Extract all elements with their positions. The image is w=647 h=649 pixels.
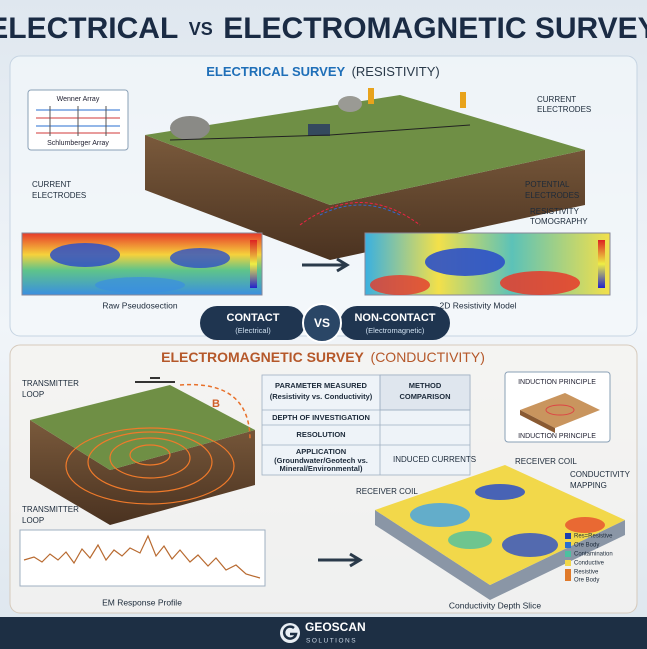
table-cell: (Groundwater/Geotech vs.	[274, 456, 368, 465]
brand: GEOSCAN	[305, 620, 366, 634]
slab-top	[375, 465, 625, 585]
table-cell: APPLICATION	[296, 447, 346, 456]
slab-side	[375, 510, 625, 600]
array-label: Schlumberger Array	[47, 140, 109, 147]
terrain-side	[145, 135, 585, 260]
legend-label: Conductive	[574, 561, 605, 567]
terrain-top	[145, 95, 585, 205]
electrical-title: ELECTRICAL SURVEY (RESISTIVITY)	[206, 64, 439, 79]
arrow	[302, 257, 350, 273]
induction-rings	[65, 427, 235, 505]
anomaly	[475, 484, 525, 500]
anomaly	[410, 503, 470, 527]
title-left: ELECTRICAL	[0, 12, 178, 45]
contact-pill	[340, 306, 450, 340]
panel-caption: Conductivity Depth Slice	[449, 600, 541, 610]
page-title: ELECTRICAL VS ELECTROMAGNETIC SURVEY	[0, 12, 647, 45]
drone	[135, 377, 175, 383]
inset-block	[520, 410, 555, 433]
callout: TOMOGRAPHY	[530, 217, 588, 226]
rock	[338, 96, 362, 112]
callout: ELECTRODES	[32, 191, 86, 200]
inset-ring	[545, 404, 575, 416]
profile-box	[19, 529, 266, 587]
callout: TRANSMITTER	[22, 505, 79, 514]
callout: RESISTIVITY	[530, 207, 580, 216]
logo-mark	[282, 625, 298, 640]
callout: POTENTIAL	[525, 180, 570, 189]
callout: TRANSMITTER	[22, 379, 79, 388]
callout: ELECTRODES	[537, 105, 591, 114]
legend-label: Res=Resistive	[574, 534, 613, 540]
anomaly	[448, 531, 492, 549]
comparison-table	[261, 374, 471, 476]
table-cell: (Resistivity vs. Conductivity)	[270, 392, 373, 401]
vs-badge	[302, 303, 342, 343]
em-title-main: ELECTROMAGNETIC SURVEY	[161, 349, 364, 365]
legend-label: Contamination	[574, 552, 613, 558]
callout: CONDUCTIVITY	[570, 470, 631, 479]
profile-curve	[23, 534, 261, 579]
non-contact-sub: (Electromagnetic)	[366, 326, 425, 335]
cable	[169, 124, 471, 141]
em-subtitle: (CONDUCTIVITY)	[371, 349, 485, 365]
panel-caption: 2D Resistivity Model	[440, 300, 517, 310]
callout: LOOP	[22, 390, 44, 399]
callout: RECEIVER COIL	[356, 487, 418, 496]
legend-label: Resistive	[574, 570, 599, 576]
panel-caption: EM Response Profile	[102, 597, 182, 607]
terrain-top	[30, 385, 255, 470]
workers	[368, 88, 466, 108]
resistivity-model	[364, 232, 611, 296]
inset-label: INDUCTION PRINCIPLE	[518, 433, 596, 440]
resistivity-meter	[308, 124, 330, 136]
footer	[0, 617, 647, 649]
em-title: ELECTROMAGNETIC SURVEY (CONDUCTIVITY)	[161, 349, 485, 365]
arrow	[318, 552, 363, 568]
table-cell: PARAMETER MEASURED	[275, 381, 368, 390]
non-contact-label: NON-CONTACT	[354, 312, 435, 324]
callout: MAPPING	[570, 481, 607, 490]
contact-label: CONTACT	[227, 312, 280, 324]
legend-label: Ore Body	[574, 543, 599, 549]
callout: RECEIVER COIL	[515, 457, 577, 466]
legend	[565, 533, 571, 581]
anomaly	[502, 533, 558, 557]
equipotential	[319, 204, 401, 216]
terrain-side	[30, 420, 255, 525]
current-path	[299, 202, 421, 226]
anomaly	[565, 517, 605, 533]
legend-label: Ore Body	[574, 578, 599, 584]
contact-sub: (Electrical)	[235, 326, 271, 335]
callout: INDUCED CURRENTS	[393, 455, 476, 464]
title-right: ELECTROMAGNETIC SURVEY	[223, 12, 647, 45]
table-cell: Mineral/Environmental)	[280, 464, 363, 473]
table-cell: DEPTH OF INVESTIGATION	[272, 413, 370, 422]
pseudosection	[21, 232, 263, 296]
panel-caption: Raw Pseudosection	[102, 300, 177, 310]
callout: CURRENT	[32, 180, 71, 189]
callout: CURRENT	[537, 95, 576, 104]
field-arc	[179, 383, 251, 441]
inset-block	[520, 393, 600, 428]
title-vs: VS	[189, 19, 213, 39]
callout: ELECTRODES	[525, 191, 579, 200]
table-header: COMPARISON	[399, 392, 450, 401]
rock	[170, 116, 210, 140]
contact-pill	[200, 306, 305, 340]
array-lines	[36, 106, 120, 136]
table-cell: RESOLUTION	[296, 430, 345, 439]
field-label: B	[212, 398, 220, 410]
vs-label: VS	[314, 316, 330, 330]
inset-label: INDUCTION PRINCIPLE	[518, 379, 596, 386]
tagline: SOLUTIONS	[306, 638, 357, 645]
electrical-subtitle: (RESISTIVITY)	[352, 64, 440, 79]
array-label: Wenner Array	[57, 96, 100, 103]
table-header: METHOD	[409, 381, 442, 390]
callout: LOOP	[22, 516, 44, 525]
electrical-title-main: ELECTRICAL SURVEY	[206, 64, 345, 79]
